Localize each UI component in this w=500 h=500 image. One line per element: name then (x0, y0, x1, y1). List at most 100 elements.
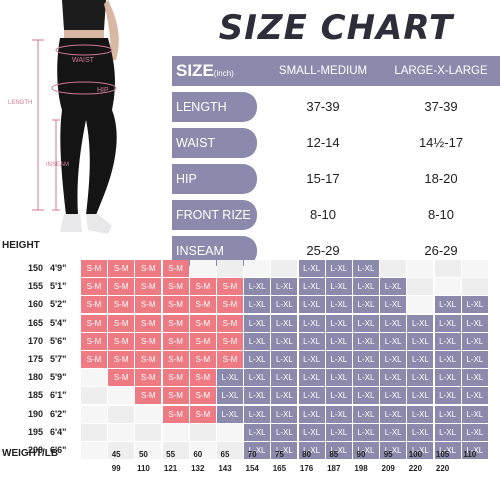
waist-label: WAIST (72, 57, 95, 64)
size-cell-empty (407, 260, 434, 277)
weight-tick-kg: 110 (463, 450, 477, 459)
size-cell-sm: S-M (162, 387, 189, 405)
hip-label: HIP (97, 87, 109, 94)
size-table: SIZE(inch) SMALL-MEDIUM LARGE-X-LARGE LE… (172, 56, 500, 272)
size-cell-lxl: L-XL (325, 314, 352, 332)
size-cell-sm: S-M (108, 260, 135, 277)
size-cell-sm: S-M (217, 332, 243, 350)
weight-tick-kg: 80 (302, 450, 312, 459)
size-cell-empty (81, 387, 107, 405)
size-cell-lxl: L-XL (353, 369, 379, 387)
size-row: WAIST 12-14 14½-17 (172, 128, 500, 164)
weight-tick-kg: 60 (193, 450, 203, 459)
size-cell-empty (434, 260, 461, 277)
size-cell-lxl: L-XL (407, 442, 434, 459)
size-cell-empty (108, 387, 135, 405)
size-cell-lxl: L-XL (353, 278, 379, 296)
size-cell-sm: S-M (108, 332, 135, 350)
weight-tick-kg: 75 (274, 450, 284, 459)
size-cell-sm: S-M (108, 296, 135, 314)
size-cell-sm: S-M (217, 296, 243, 314)
size-cell-sm: S-M (189, 332, 216, 350)
size-cell-lxl: L-XL (380, 351, 407, 368)
size-cell-empty (380, 260, 407, 277)
height-ft-label: 6'2" (50, 408, 67, 419)
size-cell-lxl: L-XL (353, 387, 379, 405)
size-cell-empty (217, 423, 243, 441)
size-cell-lxl: L-XL (325, 442, 352, 459)
size-cell-lxl: L-XL (434, 387, 461, 405)
height-cm-label: 190 (28, 408, 44, 419)
weight-tick-kg: 70 (247, 450, 257, 459)
size-cell-lxl: L-XL (325, 387, 352, 405)
size-cell-lxl: L-XL (325, 278, 352, 296)
size-cell-sm: S-M (81, 260, 107, 277)
size-cell-sm: S-M (162, 260, 189, 277)
size-cell-empty (135, 405, 162, 423)
size-cell-lxl: L-XL (244, 405, 271, 423)
weight-tick-kg: 85 (329, 450, 339, 459)
size-cell-sm: S-M (135, 332, 162, 350)
size-cell-sm: S-M (162, 332, 189, 350)
weight-tick-lb: 99 (111, 464, 121, 474)
height-cm-label: 200 (28, 445, 44, 455)
size-cell-sm: S-M (162, 314, 189, 332)
size-cell-lxl: L-XL (325, 423, 352, 441)
size-cell-empty (81, 423, 107, 441)
size-cell-lxl: L-XL (244, 442, 271, 459)
size-row-value-sm: 37-39 (306, 99, 340, 114)
size-cell-lxl: L-XL (271, 332, 298, 350)
size-cell-sm: S-M (135, 314, 162, 332)
size-cell-lxl: L-XL (217, 405, 243, 423)
height-ft-label: 5'4" (50, 317, 67, 328)
size-cell-sm: S-M (189, 296, 216, 314)
size-cell-lxl: L-XL (298, 278, 325, 296)
size-cell-lxl: L-XL (461, 442, 488, 459)
height-axis-label: HEIGHT (2, 240, 40, 251)
size-cell-lxl: L-XL (244, 387, 271, 405)
size-cell-lxl: L-XL (298, 332, 325, 350)
size-word: SIZE (176, 61, 214, 80)
size-cell-lxl: L-XL (217, 387, 243, 405)
size-cell-lxl: L-XL (271, 387, 298, 405)
size-row-label: FRONT RIZE (172, 200, 257, 230)
size-cell-sm: S-M (189, 314, 216, 332)
size-cell-empty (162, 442, 189, 459)
size-cell-sm: S-M (135, 278, 162, 296)
size-cell-lxl: L-XL (461, 369, 488, 387)
size-row-value-sm: 25-29 (306, 243, 340, 258)
size-cell-lxl: L-XL (271, 278, 298, 296)
size-cell-empty (461, 278, 488, 296)
size-cell-empty (135, 442, 162, 459)
size-cell-sm: S-M (189, 369, 216, 387)
size-cell-lxl: L-XL (380, 278, 407, 296)
size-cell-lxl: L-XL (298, 442, 325, 459)
size-cell-sm: S-M (135, 296, 162, 314)
size-cell-lxl: L-XL (407, 351, 434, 368)
size-cell-sm: S-M (108, 278, 135, 296)
size-cell-lxl: L-XL (434, 296, 461, 314)
height-ft-label: 6'6" (50, 445, 67, 455)
size-cell-lxl: L-XL (461, 351, 488, 368)
size-cell-empty (434, 278, 461, 296)
size-cell-lxl: L-XL (461, 387, 488, 405)
size-cell-empty (271, 260, 298, 277)
size-cell-empty (81, 405, 107, 423)
size-cell-sm: S-M (108, 351, 135, 368)
size-cell-sm: S-M (189, 278, 216, 296)
size-cell-lxl: L-XL (434, 369, 461, 387)
size-cell-lxl: L-XL (271, 351, 298, 368)
size-cell-lxl: L-XL (325, 260, 352, 277)
col-large-xlarge: LARGE-X-LARGE (394, 65, 488, 77)
size-row: HIP 15-17 18-20 (172, 164, 500, 200)
size-cell-sm: S-M (81, 314, 107, 332)
size-row-value-lxl: 18-20 (424, 171, 458, 186)
size-cell-lxl: L-XL (271, 369, 298, 387)
size-row-value-sm: 8-10 (309, 207, 337, 222)
size-cell-lxl: L-XL (353, 314, 379, 332)
header-bar (172, 56, 500, 86)
weight-tick-lb: 121 (163, 464, 178, 474)
size-cell-lxl: L-XL (325, 296, 352, 314)
size-cell-lxl: L-XL (461, 296, 488, 314)
size-cell-lxl: L-XL (353, 260, 379, 277)
